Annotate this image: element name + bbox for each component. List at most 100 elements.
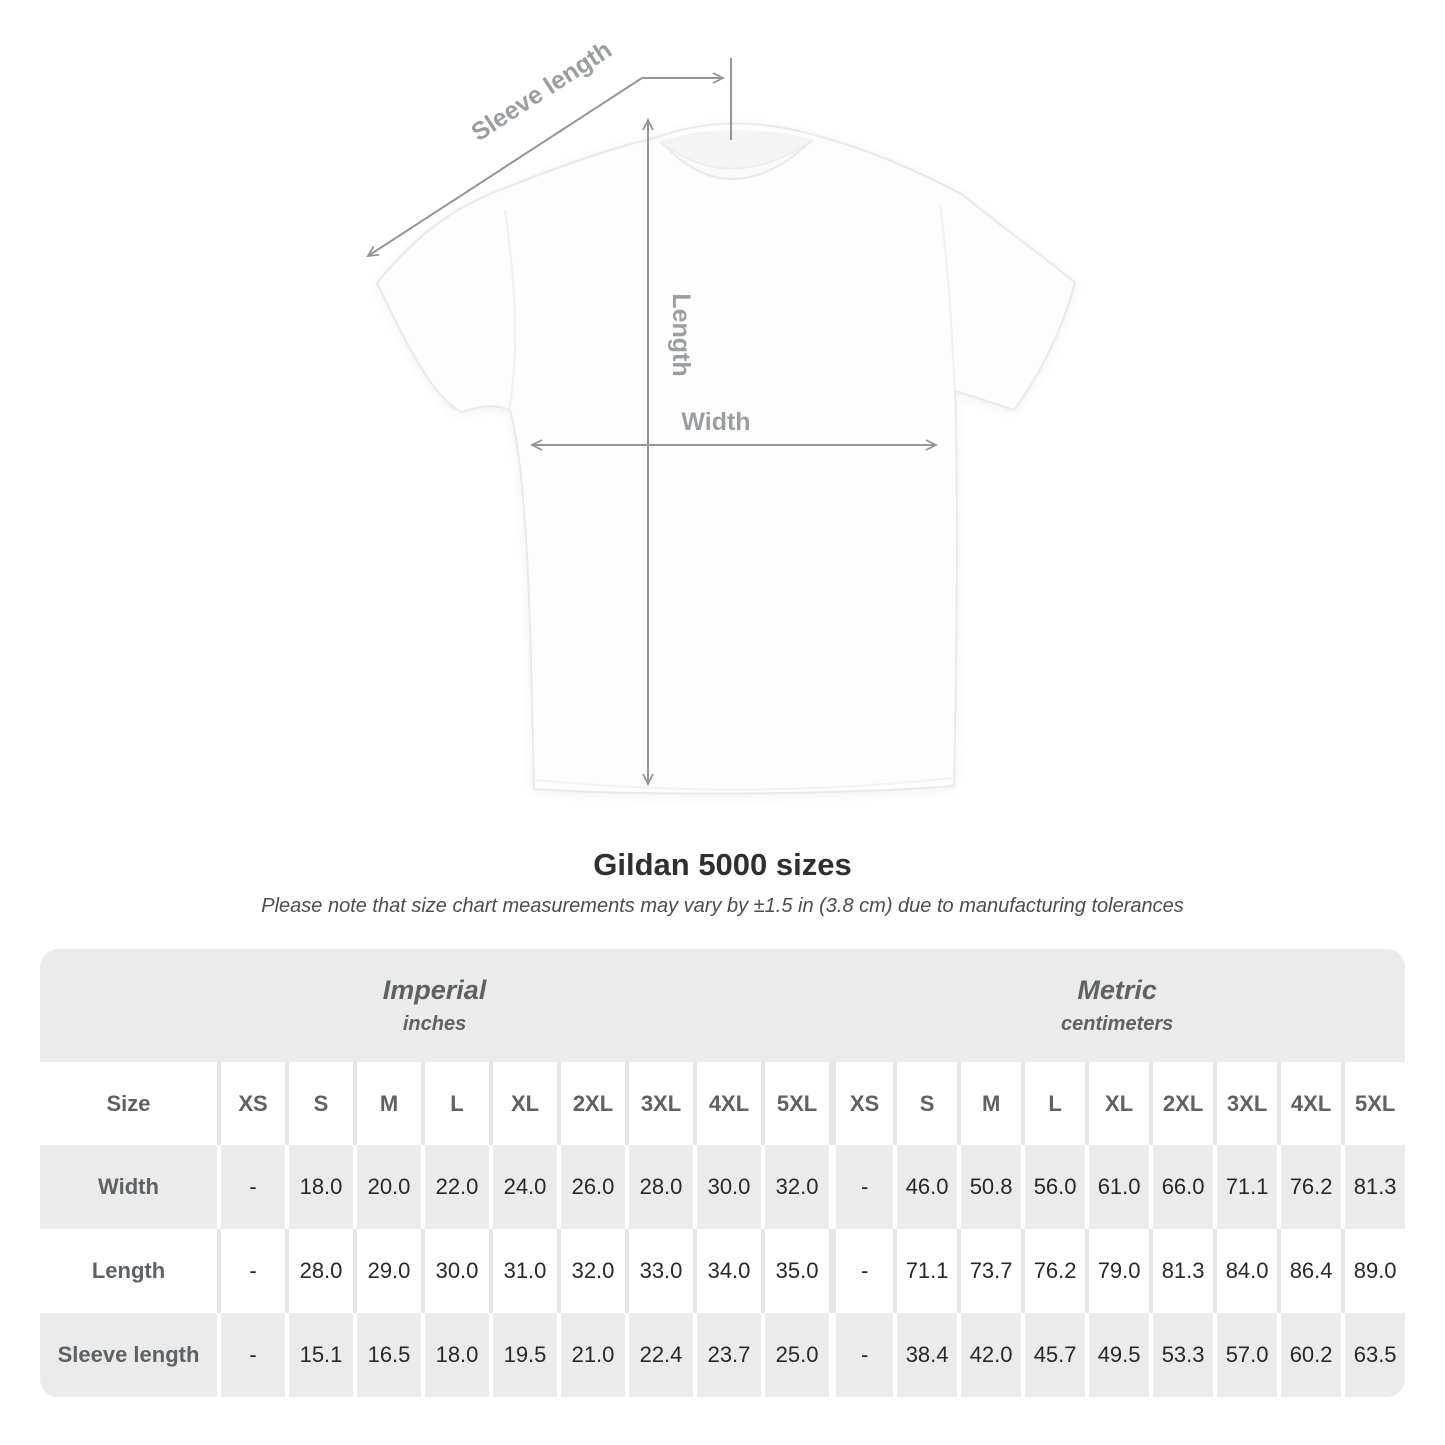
metric-unit: centimeters — [1061, 1013, 1174, 1035]
value-cell-sleeve-length-imperial-4: 19.5 — [489, 1313, 557, 1397]
size-header-metric-2xl: 2XL — [1149, 1062, 1214, 1145]
value-cell-sleeve-length-metric-1: 38.4 — [893, 1313, 958, 1397]
imperial-section-header: Imperial inches — [40, 949, 830, 1062]
value-cell-length-imperial-8: 35.0 — [761, 1229, 830, 1313]
imperial-title: Imperial — [382, 975, 487, 1005]
value-cell-width-imperial-1: 18.0 — [285, 1145, 353, 1229]
value-cell-length-metric-1: 71.1 — [893, 1229, 958, 1313]
value-cell-length-imperial-5: 32.0 — [557, 1229, 625, 1313]
shirt-measurement-diagram: Sleeve length Length Width — [366, 36, 1076, 795]
width-label: Width — [681, 408, 750, 436]
row-label: Width — [40, 1145, 217, 1229]
value-cell-length-metric-7: 86.4 — [1277, 1229, 1342, 1313]
size-chart-table: Imperial inches Metric centimeters Size … — [40, 949, 1406, 1397]
value-cell-sleeve-length-metric-4: 49.5 — [1085, 1313, 1150, 1397]
size-header-metric-m: M — [957, 1062, 1022, 1145]
size-header-metric-l: L — [1021, 1062, 1086, 1145]
value-cell-width-imperial-0: - — [217, 1145, 285, 1229]
size-header-metric-xl: XL — [1085, 1062, 1150, 1145]
value-cell-length-imperial-3: 30.0 — [421, 1229, 489, 1313]
value-cell-sleeve-length-imperial-2: 16.5 — [353, 1313, 421, 1397]
length-label: Length — [667, 293, 695, 376]
tshirt-right-armhole-seam — [939, 204, 956, 392]
value-cell-sleeve-length-metric-7: 60.2 — [1277, 1313, 1342, 1397]
size-header-imperial-xs: XS — [217, 1062, 285, 1145]
value-cell-width-metric-1: 46.0 — [893, 1145, 958, 1229]
size-header-row: Size XS S M L XL 2XL 3XL 4XL 5XL XS S M L XL 2XL 3XL 4XL… — [40, 1062, 1406, 1145]
value-cell-width-imperial-5: 26.0 — [557, 1145, 625, 1229]
value-cell-sleeve-length-metric-5: 53.3 — [1149, 1313, 1214, 1397]
value-cell-sleeve-length-imperial-8: 25.0 — [761, 1313, 830, 1397]
value-cell-length-metric-8: 89.0 — [1341, 1229, 1406, 1313]
size-header-metric-s: S — [893, 1062, 958, 1145]
tolerance-note: Please note that size chart measurements… — [261, 895, 1184, 917]
value-cell-sleeve-length-metric-8: 63.5 — [1341, 1313, 1406, 1397]
sleeve-length-label: Sleeve length — [466, 36, 616, 147]
size-header-imperial-3xl: 3XL — [625, 1062, 693, 1145]
value-cell-width-imperial-4: 24.0 — [489, 1145, 557, 1229]
size-header-imperial-l: L — [421, 1062, 489, 1145]
table-row-sleeve-length: Sleeve length -15.1 16.5 18.0 19.5 21.0 22.4 23… — [40, 1313, 1406, 1397]
value-cell-length-metric-5: 81.3 — [1149, 1229, 1214, 1313]
size-header-metric-3xl: 3XL — [1213, 1062, 1278, 1145]
value-cell-sleeve-length-imperial-3: 18.0 — [421, 1313, 489, 1397]
value-cell-width-metric-0: - — [829, 1145, 894, 1229]
value-cell-width-imperial-3: 22.0 — [421, 1145, 489, 1229]
size-column-header: Size — [40, 1062, 217, 1145]
page-title: Gildan 5000 sizes — [593, 847, 852, 882]
value-cell-sleeve-length-imperial-0: - — [217, 1313, 285, 1397]
row-label: Sleeve length — [40, 1313, 217, 1397]
value-cell-length-metric-0: - — [829, 1229, 894, 1313]
size-header-imperial-xl: XL — [489, 1062, 557, 1145]
value-cell-sleeve-length-metric-0: - — [829, 1313, 894, 1397]
size-header-imperial-5xl: 5XL — [761, 1062, 830, 1145]
table-row-length: Length -28.0 29.0 30.0 31.0 32.0 33.0 34.0 35.0-… — [40, 1229, 1406, 1313]
value-cell-sleeve-length-imperial-1: 15.1 — [285, 1313, 353, 1397]
measurement-arrows — [366, 58, 939, 787]
tshirt-diagram-svg: Sleeve length Length Width — [366, 36, 1076, 795]
size-header-metric-5xl: 5XL — [1341, 1062, 1406, 1145]
value-cell-width-metric-8: 81.3 — [1341, 1145, 1406, 1229]
row-label: Length — [40, 1229, 217, 1313]
value-cell-sleeve-length-imperial-6: 22.4 — [625, 1313, 693, 1397]
tshirt-body-shape — [376, 122, 1076, 795]
value-cell-width-metric-3: 56.0 — [1021, 1145, 1086, 1229]
value-cell-sleeve-length-metric-6: 57.0 — [1213, 1313, 1278, 1397]
unit-header-row: Imperial inches Metric centimeters — [40, 949, 1406, 1062]
value-cell-length-imperial-6: 33.0 — [625, 1229, 693, 1313]
size-header-imperial-s: S — [285, 1062, 353, 1145]
value-cell-sleeve-length-metric-3: 45.7 — [1021, 1313, 1086, 1397]
table-row-width: Width -18.0 20.0 22.0 24.0 26.0 28.0 30.0 32.0-4… — [40, 1145, 1406, 1229]
value-cell-length-imperial-2: 29.0 — [353, 1229, 421, 1313]
metric-title: Metric — [1077, 975, 1157, 1005]
metric-section-header: Metric centimeters — [829, 949, 1406, 1062]
sleeve-length-arrow-diagonal — [366, 77, 643, 258]
tshirt-front-neckline — [665, 144, 808, 180]
value-cell-length-imperial-0: - — [217, 1229, 285, 1313]
value-cell-width-imperial-6: 28.0 — [625, 1145, 693, 1229]
value-cell-width-imperial-2: 20.0 — [353, 1145, 421, 1229]
value-cell-length-metric-3: 76.2 — [1021, 1229, 1086, 1313]
size-header-metric-xs: XS — [829, 1062, 894, 1145]
value-cell-sleeve-length-metric-2: 42.0 — [957, 1313, 1022, 1397]
tshirt-image — [376, 122, 1076, 795]
value-cell-length-metric-2: 73.7 — [957, 1229, 1022, 1313]
size-header-metric-4xl: 4XL — [1277, 1062, 1342, 1145]
imperial-unit: inches — [402, 1013, 467, 1035]
value-cell-length-metric-6: 84.0 — [1213, 1229, 1278, 1313]
value-cell-length-imperial-4: 31.0 — [489, 1229, 557, 1313]
value-cell-length-imperial-1: 28.0 — [285, 1229, 353, 1313]
value-cell-width-metric-4: 61.0 — [1085, 1145, 1150, 1229]
size-header-imperial-m: M — [353, 1062, 421, 1145]
tshirt-left-armhole-seam — [504, 209, 517, 411]
value-cell-width-imperial-8: 32.0 — [761, 1145, 830, 1229]
value-cell-width-metric-6: 71.1 — [1213, 1145, 1278, 1229]
value-cell-length-metric-4: 79.0 — [1085, 1229, 1150, 1313]
tshirt-neck-hole — [660, 129, 813, 170]
value-cell-width-metric-5: 66.0 — [1149, 1145, 1214, 1229]
value-cell-sleeve-length-imperial-7: 23.7 — [693, 1313, 761, 1397]
size-header-imperial-2xl: 2XL — [557, 1062, 625, 1145]
value-cell-width-metric-2: 50.8 — [957, 1145, 1022, 1229]
value-cell-width-metric-7: 76.2 — [1277, 1145, 1342, 1229]
